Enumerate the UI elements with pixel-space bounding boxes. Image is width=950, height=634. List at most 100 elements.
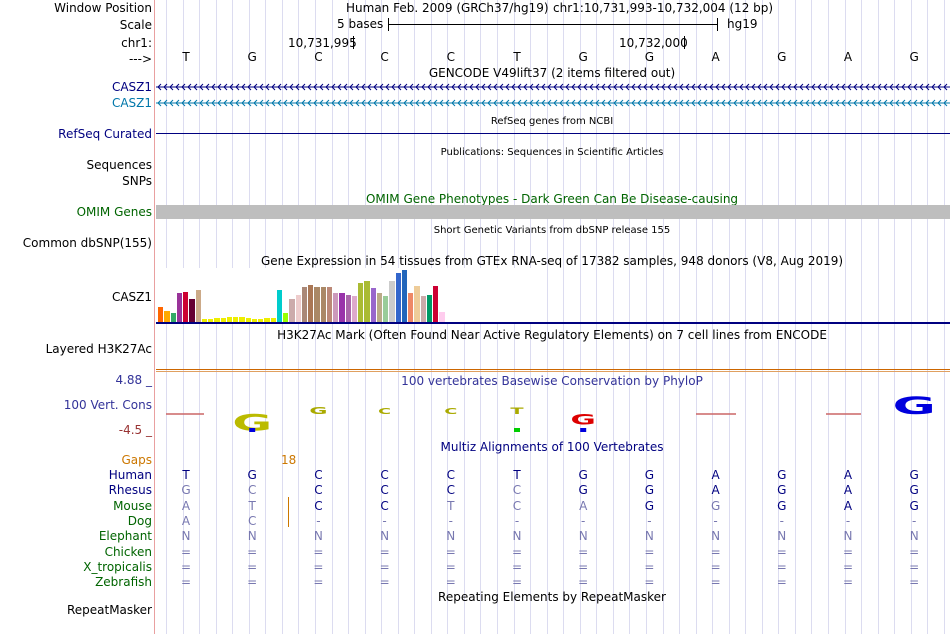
gtex-tissue-bar[interactable] [351,296,358,322]
gtex-tissue-bar[interactable] [364,281,370,322]
base-letter: G [909,50,919,64]
gtex-tissue-bar[interactable] [170,312,176,322]
alignment-base: = [644,575,655,590]
track-label-dbsnp[interactable]: Common dbSNP(155) [22,236,152,250]
gtex-tissue-bar[interactable] [395,272,401,322]
gtex-tissue-bar[interactable] [264,317,270,322]
refseq-title[interactable]: RefSeq genes from NCBI [490,116,614,127]
gencode-transcripts[interactable] [156,81,950,111]
gtex-tissue-bar[interactable] [408,293,414,322]
gencode-title[interactable]: GENCODE V49lift37 (2 items filtered out) [428,66,676,80]
gtex-tissue-bar[interactable] [164,310,170,322]
gtex-tissue-bar[interactable] [226,316,233,322]
species-label[interactable]: Zebrafish [95,575,152,590]
species-label[interactable]: Dog [127,513,152,528]
scale-bar-left-tick [388,18,389,31]
gtex-tissue-bar[interactable] [439,311,445,322]
conservation-logos[interactable]: G G C C TG G [156,392,950,437]
dbsnp-title[interactable]: Short Genetic Variants from dbSNP releas… [433,225,671,236]
alignment-base: = [644,544,655,559]
track-label-casz1-gencode-2[interactable]: CASZ1 [111,96,152,110]
gtex-tissue-bar[interactable] [333,293,339,322]
gtex-tissue-bar[interactable] [276,289,283,322]
species-label[interactable]: Chicken [104,544,152,559]
gtex-tissue-bar[interactable] [314,286,320,322]
refseq-gene-line[interactable] [156,133,950,134]
gtex-tissue-bar[interactable] [189,298,195,322]
gtex-tissue-bar[interactable] [308,284,314,322]
track-label-casz1-gencode[interactable]: CASZ1 [111,80,152,94]
h3k27ac-title[interactable]: H3K27Ac Mark (Often Found Near Active Re… [277,328,827,342]
h3k27ac-signal-line [156,369,950,370]
gtex-tissue-bar[interactable] [420,296,426,322]
gtex-tissue-bar[interactable] [389,281,395,322]
grid-line [861,0,862,634]
gtex-tissue-bar[interactable] [239,316,245,322]
gtex-tissue-bar[interactable] [339,293,345,322]
species-label[interactable]: Human [108,468,152,482]
species-label[interactable]: Rhesus [108,483,152,498]
alignment-base: - [514,513,520,528]
left-margin-bar [154,0,155,634]
species-label[interactable]: X_tropicalis [83,559,152,574]
gtex-tissue-bar[interactable] [214,317,220,322]
gtex-tissue-bar[interactable] [358,283,364,322]
omim-title[interactable]: OMIM Gene Phenotypes - Dark Green Can Be… [365,192,739,206]
alignment-base: C [512,483,522,498]
gtex-tissue-bar[interactable] [326,286,333,322]
gtex-tissue-bar[interactable] [158,307,164,322]
track-label-omim[interactable]: OMIM Genes [76,205,152,219]
gtex-tissue-bar[interactable] [376,293,383,322]
gtex-tissue-bar[interactable] [345,294,351,322]
multiz-title[interactable]: Multiz Alignments of 100 Vertebrates [440,440,664,454]
publications-title[interactable]: Publications: Sequences in Scientific Ar… [440,147,664,158]
gtex-tissue-bar[interactable] [289,298,295,322]
track-label-h3k27ac[interactable]: Layered H3K27Ac [45,342,152,356]
gtex-tissue-bar[interactable] [320,286,326,322]
track-label-refseq[interactable]: RefSeq Curated [58,127,152,141]
gtex-tissue-bar[interactable] [195,289,201,322]
gtex-tissue-bar[interactable] [251,318,258,322]
track-label-gaps[interactable]: Gaps [121,453,152,467]
gtex-tissue-bar[interactable] [245,317,251,322]
track-label-vert-cons[interactable]: 100 Vert. Cons [63,398,152,412]
repeatmasker-title[interactable]: Repeating Elements by RepeatMasker [438,590,666,604]
gtex-tissue-bar[interactable] [433,285,439,322]
gtex-tissue-bar[interactable] [383,296,389,322]
gtex-tissue-bar[interactable] [201,318,208,322]
grid-line [712,0,713,634]
phylop-title[interactable]: 100 vertebrates Basewise Conservation by… [401,374,703,388]
gtex-bar-chart[interactable] [156,268,536,322]
gtex-tissue-bar[interactable] [283,312,289,322]
gtex-tissue-bar[interactable] [414,285,420,322]
alignment-base: = [180,544,192,559]
alignment-base: = [247,559,258,574]
species-label[interactable]: Mouse [113,498,152,513]
track-label-repeatmasker[interactable]: RepeatMasker [66,603,152,617]
alignment-base: A [181,498,191,513]
gtex-tissue-bar[interactable] [176,293,183,322]
track-label-sequences[interactable]: Sequences [86,158,152,172]
scale-text: 5 bases [337,17,384,31]
gtex-tissue-bar[interactable] [270,317,276,322]
gtex-tissue-bar[interactable] [295,294,301,322]
gtex-tissue-bar[interactable] [370,288,376,322]
alignment-base: - [912,513,917,528]
gtex-title[interactable]: Gene Expression in 54 tissues from GTEx … [260,254,844,268]
species-label[interactable]: Elephant [98,529,152,544]
alignment-base: A [843,498,853,513]
gtex-tissue-bar[interactable] [258,318,264,322]
gtex-tissue-bar[interactable] [220,317,226,322]
gtex-tissue-bar[interactable] [183,291,189,322]
alignment-base: N [578,529,588,544]
alignment-base: N [380,529,390,544]
track-label-snps[interactable]: SNPs [122,174,152,188]
omim-gene-block[interactable] [156,205,950,219]
gtex-tissue-bar[interactable] [208,318,214,322]
track-label-gtex-casz1[interactable]: CASZ1 [111,290,152,304]
gtex-tissue-bar[interactable] [401,270,408,322]
gtex-tissue-bar[interactable] [301,286,308,322]
scale-db: hg19 [727,17,758,31]
gtex-tissue-bar[interactable] [426,294,433,322]
gtex-tissue-bar[interactable] [233,316,239,322]
